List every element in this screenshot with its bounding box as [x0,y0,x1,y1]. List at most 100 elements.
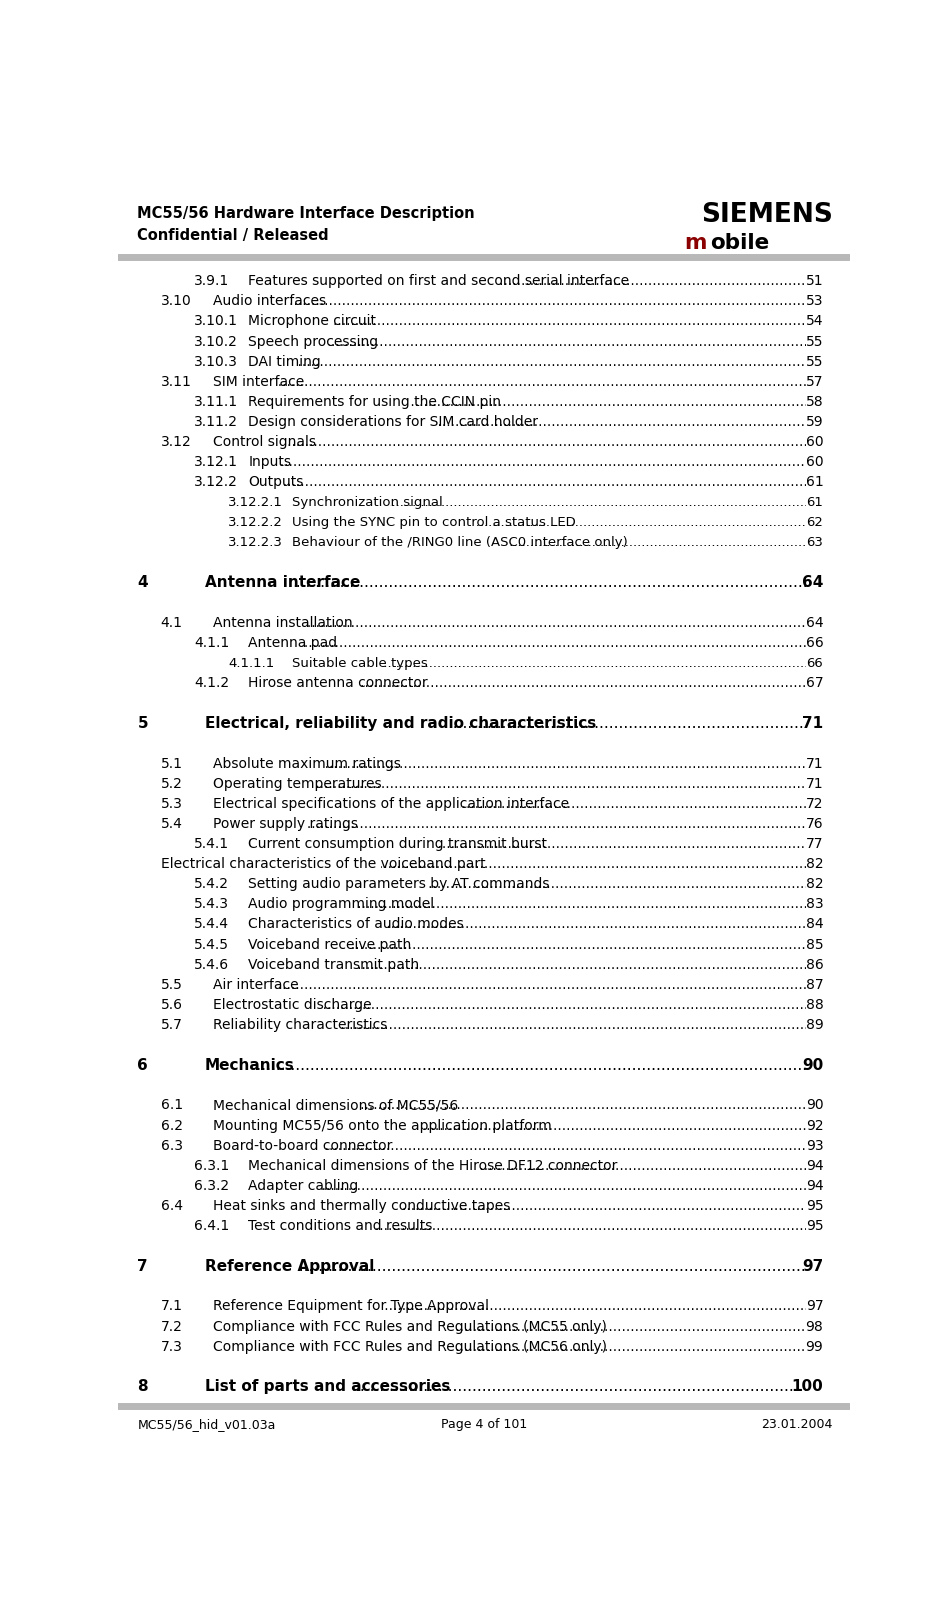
Text: obile: obile [710,233,769,252]
Text: 5.4.1: 5.4.1 [194,837,229,851]
Text: ................................................................................: ........................................… [0,1218,944,1233]
Text: 67: 67 [805,676,823,691]
Text: 84: 84 [805,917,823,932]
Text: 5.4.4: 5.4.4 [194,917,229,932]
Text: 5.4.2: 5.4.2 [194,877,229,892]
Text: 51: 51 [805,273,823,288]
Text: Inputs: Inputs [248,455,291,469]
Text: 6.4.1: 6.4.1 [194,1218,229,1233]
Text: Adapter cabling: Adapter cabling [248,1180,359,1192]
Text: ................................................................................: ........................................… [0,877,944,892]
Text: Hirose antenna connector: Hirose antenna connector [248,676,428,691]
Text: 59: 59 [805,414,823,429]
Text: 3.12.2.1: 3.12.2.1 [228,495,283,508]
Text: ................................................................................: ........................................… [0,1380,944,1395]
Text: 66: 66 [806,657,823,670]
Text: 71: 71 [802,717,823,731]
Text: 4: 4 [138,576,148,591]
Text: ................................................................................: ........................................… [22,516,944,529]
Text: ................................................................................: ........................................… [0,1199,944,1214]
Text: 23.01.2004: 23.01.2004 [761,1417,833,1430]
Text: Electrical, reliability and radio characteristics: Electrical, reliability and radio charac… [205,717,596,731]
Text: ................................................................................: ........................................… [0,1058,944,1073]
Text: Heat sinks and thermally conductive tapes: Heat sinks and thermally conductive tape… [212,1199,510,1214]
Text: 64: 64 [805,616,823,629]
Text: ................................................................................: ........................................… [0,273,944,288]
Text: 5.4.3: 5.4.3 [194,898,229,911]
Text: 71: 71 [805,777,823,791]
Text: Antenna installation: Antenna installation [212,616,352,629]
Text: ................................................................................: ........................................… [0,455,944,469]
Text: 95: 95 [805,1218,823,1233]
Text: ................................................................................: ........................................… [0,1139,944,1152]
Text: 6.3: 6.3 [160,1139,182,1152]
Text: ................................................................................: ........................................… [0,837,944,851]
Text: 90: 90 [805,1099,823,1113]
Text: Confidential / Released: Confidential / Released [138,228,329,243]
Text: 85: 85 [805,937,823,951]
Text: ................................................................................: ........................................… [0,898,944,911]
Text: 6: 6 [138,1058,148,1073]
Text: Audio programming model: Audio programming model [248,898,434,911]
Text: 63: 63 [806,536,823,549]
Text: 76: 76 [805,817,823,832]
Text: DAI timing: DAI timing [248,354,321,369]
Text: 5.6: 5.6 [160,998,182,1011]
Text: ................................................................................: ........................................… [0,998,944,1011]
Text: 93: 93 [805,1139,823,1152]
Text: Air interface: Air interface [212,977,298,992]
Text: Reliability characteristics: Reliability characteristics [212,1018,387,1032]
Text: Reference Approval: Reference Approval [205,1259,374,1273]
Text: 4.1.2: 4.1.2 [194,676,229,691]
Text: Compliance with FCC Rules and Regulations (MC55 only): Compliance with FCC Rules and Regulation… [212,1320,606,1333]
Text: m: m [683,233,706,252]
Text: 77: 77 [806,837,823,851]
Text: 3.11.2: 3.11.2 [194,414,238,429]
Text: ................................................................................: ........................................… [0,1320,944,1333]
Text: 53: 53 [806,294,823,309]
Text: ................................................................................: ........................................… [0,657,944,670]
Text: Features supported on first and second serial interface: Features supported on first and second s… [248,273,630,288]
Text: ................................................................................: ........................................… [0,476,944,489]
Text: 58: 58 [805,395,823,409]
Text: Page 4 of 101: Page 4 of 101 [441,1417,527,1430]
Text: 62: 62 [806,516,823,529]
Text: Mounting MC55/56 onto the application platform: Mounting MC55/56 onto the application pl… [212,1118,551,1133]
Text: ................................................................................: ........................................… [0,354,944,369]
Text: ................................................................................: ........................................… [0,335,944,348]
Text: ................................................................................: ........................................… [0,1340,944,1354]
Text: ................................................................................: ........................................… [0,757,944,770]
Text: 3.12.1: 3.12.1 [194,455,238,469]
Text: ................................................................................: ........................................… [0,977,944,992]
Text: Absolute maximum ratings: Absolute maximum ratings [212,757,400,770]
Text: 5.7: 5.7 [160,1018,182,1032]
Text: 7.2: 7.2 [160,1320,182,1333]
Text: Electrical specifications of the application interface: Electrical specifications of the applica… [212,798,568,811]
Text: Antenna pad: Antenna pad [248,636,337,650]
Text: 71: 71 [805,757,823,770]
Text: 5: 5 [138,717,148,731]
Text: ................................................................................: ........................................… [0,395,944,409]
Text: 95: 95 [805,1199,823,1214]
Text: 64: 64 [801,576,823,591]
Text: 3.10.1: 3.10.1 [194,314,238,328]
Text: Voiceband receive path: Voiceband receive path [248,937,412,951]
Text: 8: 8 [138,1380,148,1395]
Text: Suitable cable types: Suitable cable types [292,657,428,670]
Text: 6.3.1: 6.3.1 [194,1158,229,1173]
Text: 3.11.1: 3.11.1 [194,395,238,409]
Text: Microphone circuit: Microphone circuit [248,314,377,328]
Text: Design considerations for SIM card holder: Design considerations for SIM card holde… [248,414,538,429]
Text: ................................................................................: ........................................… [0,858,944,870]
Text: Behaviour of the /RING0 line (ASC0 interface only): Behaviour of the /RING0 line (ASC0 inter… [292,536,628,549]
Text: 54: 54 [806,314,823,328]
Text: ................................................................................: ........................................… [0,1180,944,1192]
Text: 86: 86 [805,958,823,972]
Text: Electrical characteristics of the voiceband part: Electrical characteristics of the voiceb… [160,858,485,870]
Text: ................................................................................: ........................................… [0,495,944,508]
Text: 3.10.3: 3.10.3 [194,354,238,369]
Text: 6.2: 6.2 [160,1118,182,1133]
Text: 94: 94 [805,1180,823,1192]
Text: Compliance with FCC Rules and Regulations (MC56 only): Compliance with FCC Rules and Regulation… [212,1340,607,1354]
Text: 3.12: 3.12 [160,435,192,450]
